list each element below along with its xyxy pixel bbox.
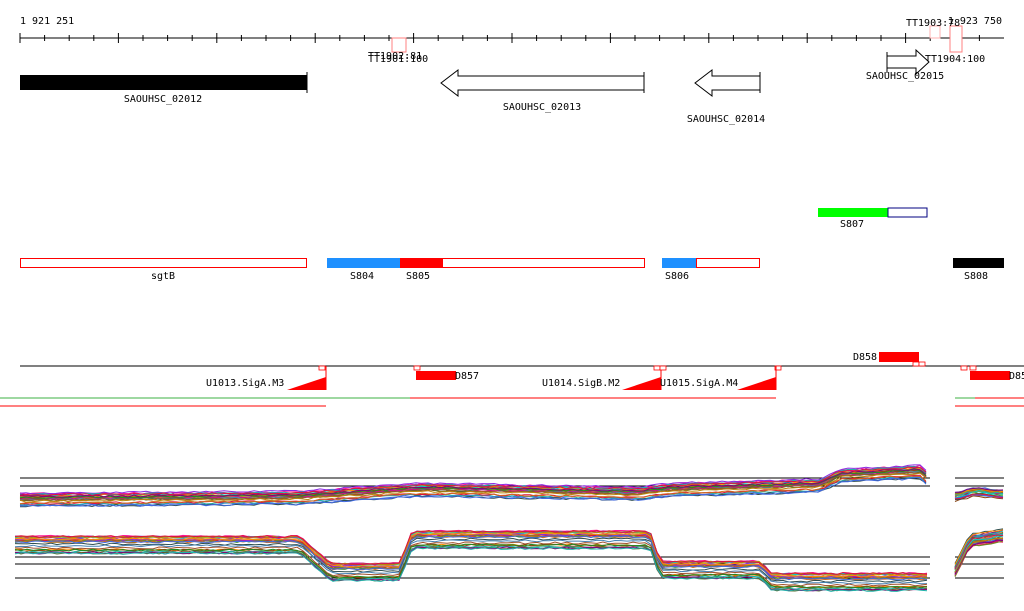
terminator-label-tt1901[interactable]: TT1901:100: [368, 54, 428, 65]
site-d85[interactable]: D85: [960, 365, 1024, 382]
segment-label: S805: [406, 271, 430, 282]
gene-track: SAOUHSC_02012 SAOUHSC_02013 SAOUHSC_0201…: [20, 48, 944, 125]
expression-trace: [14, 532, 928, 578]
terminator-label-tt1903[interactable]: TT1903:78: [906, 18, 960, 29]
expression-trace: [14, 543, 928, 589]
terminator-track: TT1902:81 TT1901:100 TT1903:78 TT1904:10…: [368, 18, 985, 65]
expression-profiles: [14, 464, 1004, 592]
expression-trace: [14, 543, 928, 589]
expression-trace: [19, 472, 927, 503]
segment-label: S808: [964, 271, 988, 282]
gene-saouhsc-02014[interactable]: SAOUHSC_02014: [687, 68, 765, 125]
expression-trace: [14, 546, 928, 592]
expression-trace: [14, 537, 928, 583]
expression-trace: [954, 495, 1004, 503]
expression-trace: [19, 477, 927, 507]
coverage-lines: [0, 397, 1024, 407]
expression-trace: [954, 529, 1004, 565]
ruler-end-label: 1 923 750: [948, 16, 1002, 27]
segment-label: S804: [350, 271, 374, 282]
expression-trace: [954, 490, 1004, 495]
expression-trace: [955, 487, 1004, 493]
expression-trace: [19, 466, 927, 497]
expression-trace: [954, 491, 1004, 499]
terminator-label-tt1904[interactable]: TT1904:100: [925, 54, 985, 65]
expression-trace: [14, 530, 928, 576]
expression-trace: [19, 475, 927, 505]
site-u1015[interactable]: U1015.SigA.M4: [659, 365, 782, 390]
site-u1014[interactable]: U1014.SigB.M2: [542, 365, 662, 390]
site-label: D85: [1009, 371, 1024, 382]
site-label: U1015.SigA.M4: [660, 378, 738, 389]
expression-trace: [14, 539, 928, 585]
expression-trace: [14, 541, 928, 587]
gene-label: SAOUHSC_02013: [503, 102, 581, 113]
segment-track: S807 sgtB S804 S805 S806 S808: [20, 207, 1004, 283]
segment-label: sgtB: [151, 271, 175, 282]
expression-trace: [954, 535, 1004, 572]
ruler-start-label: 1 921 251: [20, 16, 74, 27]
site-label: U1014.SigB.M2: [542, 378, 620, 389]
gene-label: SAOUHSC_02015: [866, 71, 944, 82]
segment-s806[interactable]: S806: [662, 258, 760, 282]
coordinate-ruler: 1 921 251 1 923 750: [19, 16, 1004, 43]
expression-trace: [19, 468, 927, 498]
expression-trace: [954, 540, 1004, 577]
gene-saouhsc-02015[interactable]: SAOUHSC_02015: [866, 48, 944, 82]
expression-trace: [14, 535, 928, 581]
expression-trace: [954, 537, 1004, 573]
segment-s804[interactable]: S804: [327, 258, 400, 282]
gene-label: SAOUHSC_02012: [124, 94, 202, 105]
gene-saouhsc-02012[interactable]: SAOUHSC_02012: [20, 72, 308, 105]
site-u1013[interactable]: U1013.SigA.M3: [206, 365, 327, 390]
segment-label: S806: [665, 271, 689, 282]
expression-trace: [14, 529, 928, 575]
expression-trace: [19, 464, 927, 495]
terminator-label-tt1902[interactable]: TT1902:81: [368, 51, 422, 62]
gene-saouhsc-02013[interactable]: SAOUHSC_02013: [440, 68, 645, 113]
segment-s807[interactable]: S807: [818, 207, 928, 230]
site-label: D858: [853, 352, 877, 363]
site-label: U1013.SigA.M3: [206, 378, 284, 389]
segment-label: S807: [840, 219, 864, 230]
expression-trace: [954, 489, 1004, 496]
expression-trace: [954, 530, 1004, 567]
site-track: D858 D857 D85 U1013.SigA.M3 U1014.SigB.M…: [20, 352, 1024, 390]
expression-trace: [954, 539, 1004, 575]
segment-sgtb[interactable]: sgtB: [20, 258, 307, 283]
expression-trace: [954, 493, 1004, 500]
expression-trace: [954, 534, 1004, 570]
site-d857[interactable]: D857: [413, 365, 479, 382]
segment-s805[interactable]: S805: [400, 258, 645, 282]
site-d858[interactable]: D858: [853, 352, 926, 367]
gene-label: SAOUHSC_02014: [687, 114, 765, 125]
site-label: D857: [455, 371, 479, 382]
segment-s808[interactable]: S808: [953, 258, 1004, 282]
